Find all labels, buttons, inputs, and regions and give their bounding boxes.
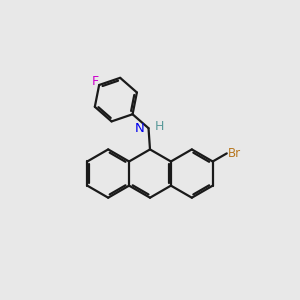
- Text: Br: Br: [228, 147, 242, 160]
- Text: F: F: [92, 75, 99, 88]
- Text: H: H: [155, 120, 164, 133]
- Text: N: N: [135, 122, 145, 135]
